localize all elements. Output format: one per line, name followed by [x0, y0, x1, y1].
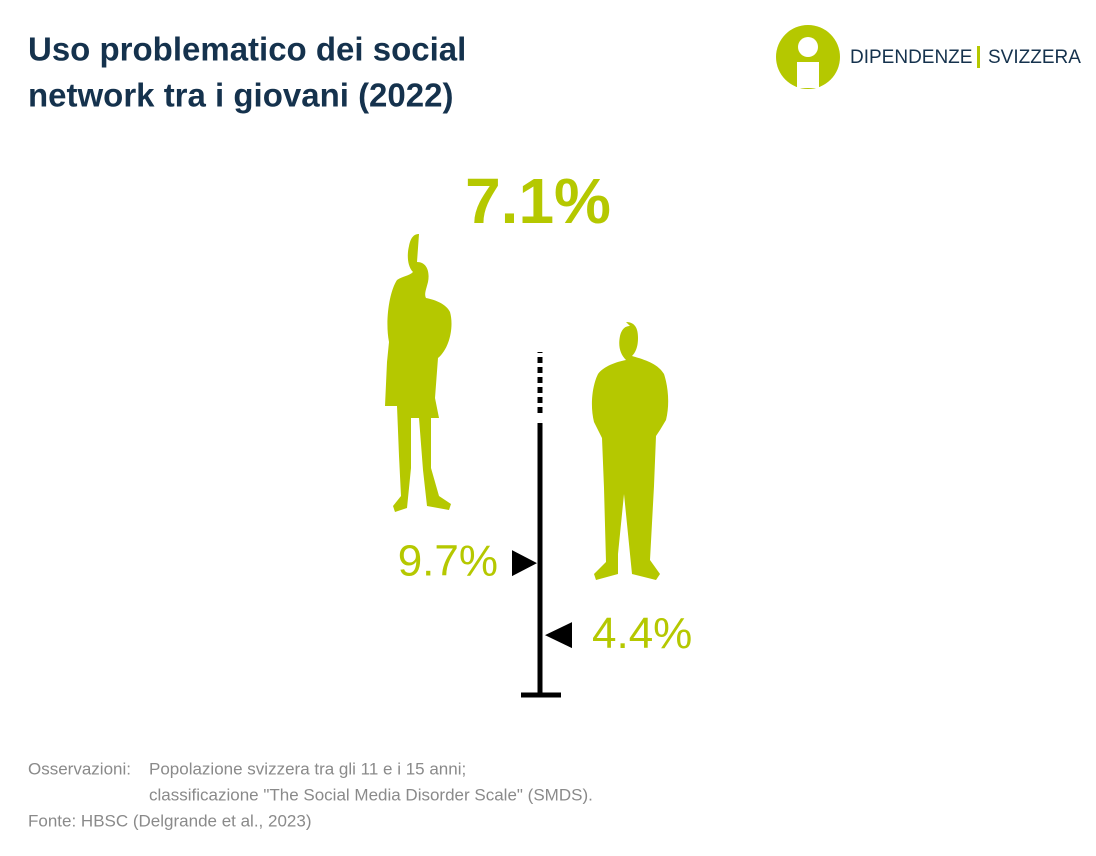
note-line: Popolazione svizzera tra gli 11 e i 15 a…: [149, 759, 466, 778]
marker: [545, 622, 572, 649]
source: Fonte: HBSC (Delgrande et al., 2023): [28, 811, 311, 830]
note-line: classificazione "The Social Media Disord…: [149, 785, 593, 804]
logo-text: DIPENDENZE: [850, 47, 972, 68]
value-label: 4.4%: [592, 609, 692, 658]
title-line: Uso problematico dei social: [28, 31, 466, 68]
logo-head: [798, 37, 818, 57]
logo-body: [797, 62, 819, 88]
marker: [512, 550, 537, 577]
notes-label: Osservazioni:: [28, 759, 131, 778]
logo: DIPENDENZE SVIZZERA: [776, 25, 1081, 89]
title-line: network tra i giovani (2022): [28, 77, 453, 114]
silhouettes: [385, 234, 669, 580]
headline: 7.1%: [465, 165, 611, 237]
logo-bar: [977, 46, 980, 68]
logo-text: SVIZZERA: [988, 47, 1081, 68]
value-label: 9.7%: [398, 537, 498, 586]
male-figure: [591, 322, 669, 580]
female-figure: [385, 234, 452, 512]
